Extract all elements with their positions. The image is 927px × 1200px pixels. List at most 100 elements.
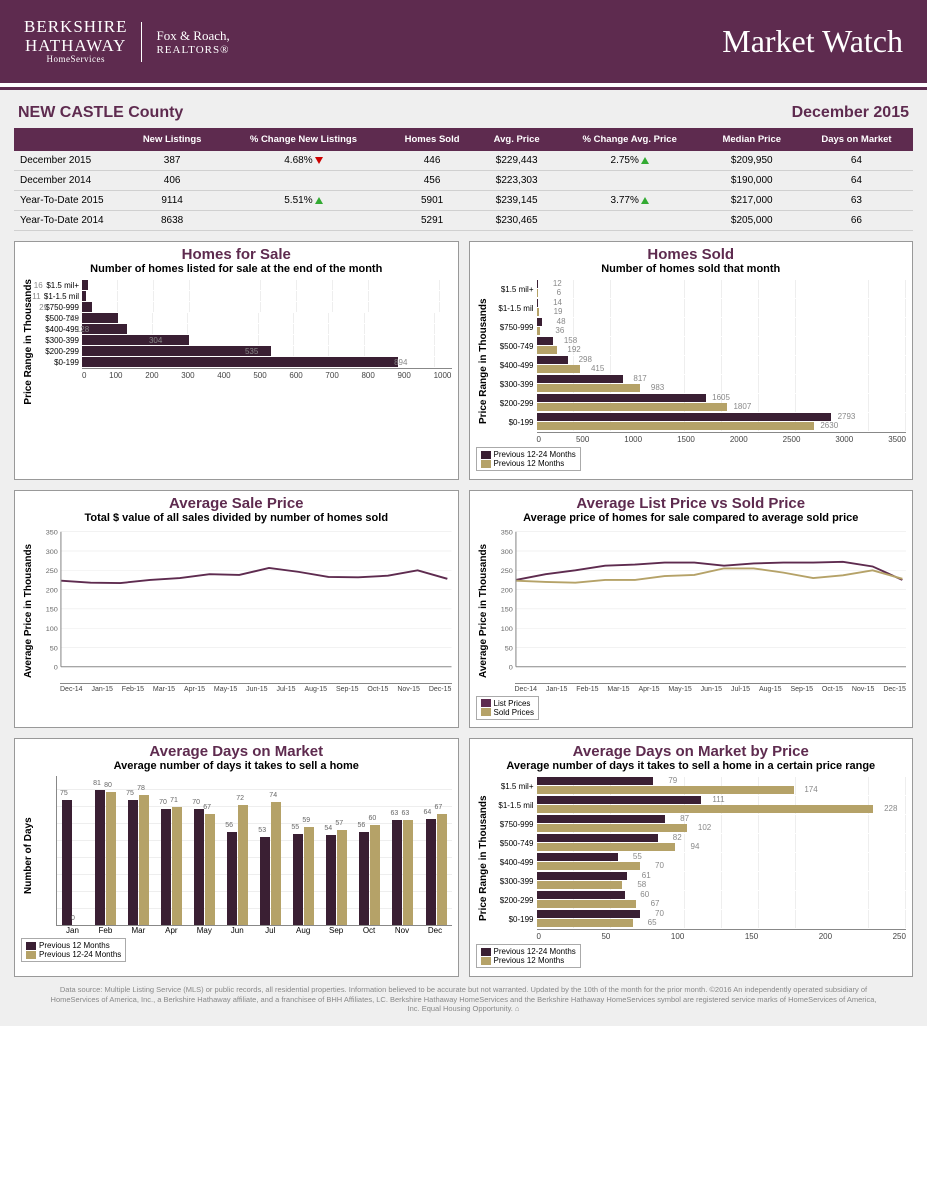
table-cell: $209,950 (704, 151, 800, 171)
svg-text:200: 200 (500, 587, 512, 594)
bar-row: $200-2996067 (491, 891, 907, 909)
bar-value: 29 (39, 303, 48, 312)
table-cell: 66 (800, 211, 913, 231)
bar-value: 102 (698, 823, 711, 832)
x-axis: 050100150200250 (537, 929, 907, 941)
chart-title: Average List Price vs Sold Price (476, 495, 907, 512)
page-title: Market Watch (722, 23, 903, 60)
bar-value: 87 (680, 814, 689, 823)
table-cell: 3.77% (556, 191, 704, 211)
brand-line3: HomeServices (24, 55, 127, 65)
banner: NEW CASTLE County December 2015 (14, 102, 913, 128)
svg-text:300: 300 (46, 549, 58, 556)
svg-text:300: 300 (500, 549, 512, 556)
svg-text:50: 50 (50, 645, 58, 652)
bar-fill-b: 2630 (537, 422, 815, 430)
bar-value: 82 (673, 833, 682, 842)
bar-row: $0-19970 65 (491, 910, 907, 928)
bar-value: 55 (633, 852, 642, 861)
brand-line2: HATHAWAY (24, 37, 127, 56)
bar-category: $1.5 mil+ (491, 285, 537, 294)
bar-group: 5660 (354, 825, 385, 925)
table-cell (556, 211, 704, 231)
bar-fill (82, 302, 92, 312)
brand-line1: BERKSHIRE (24, 18, 127, 37)
bar-value: 158 (564, 336, 577, 345)
legend: List Prices Sold Prices (476, 696, 539, 720)
table-header: Homes Sold (387, 128, 478, 151)
y-axis-label: Number of Days (21, 776, 36, 935)
table-cell (556, 171, 704, 191)
table-cell: 63 (800, 191, 913, 211)
table-cell: Year-To-Date 2014 (14, 211, 124, 231)
bar-row: $500-7498294 (491, 834, 907, 852)
bar-a: 56 (227, 832, 237, 925)
chart-title: Homes for Sale (21, 246, 452, 263)
bar-group: 5559 (288, 827, 319, 925)
brand-secondary: Fox & Roach, REALTORS® (156, 28, 229, 56)
table-cell: $205,000 (704, 211, 800, 231)
bar-fill-a: 2793 (537, 413, 832, 421)
bar-row: $750-9994836 (491, 318, 907, 336)
bar-value: 60 (640, 890, 649, 899)
bar-fill-b: 174 (537, 786, 794, 794)
bar-value: 36 (555, 326, 564, 335)
bar-a: 53 (260, 837, 270, 925)
table-cell: 2.75% (556, 151, 704, 171)
bar-fill-b: 102 (537, 824, 688, 832)
bar-value: 65 (648, 918, 657, 927)
bar-value: 94 (691, 842, 700, 851)
bar-category: $500-749 (491, 342, 537, 351)
arrow-down-icon (315, 157, 323, 164)
bar-group: 6363 (387, 820, 418, 925)
table-cell: 64 (800, 171, 913, 191)
chart-subtitle: Total $ value of all sales divided by nu… (21, 512, 452, 524)
table-cell: 4.68% (220, 151, 386, 171)
table-cell: 5901 (387, 191, 478, 211)
table-header: Days on Market (800, 128, 913, 151)
table-cell: 8638 (124, 211, 220, 231)
bar-value: 128 (76, 325, 89, 334)
brand2-line2: REALTORS® (156, 44, 229, 56)
bar-a: 64 (426, 819, 436, 926)
table-cell: 446 (387, 151, 478, 171)
bar-a: 81 (95, 790, 105, 925)
bar-value: 1807 (733, 402, 751, 411)
bar-category: $300-399 (491, 877, 537, 886)
table-header: % Change Avg. Price (556, 128, 704, 151)
svg-text:0: 0 (54, 665, 58, 672)
table-row: Year-To-Date 201591145.51%5901$239,1453.… (14, 191, 913, 211)
brand2-line1: Fox & Roach, (156, 28, 229, 44)
bar-fill-a: 60 (537, 891, 626, 899)
bar-category: $200-299 (36, 347, 82, 356)
chart-title: Average Sale Price (21, 495, 452, 512)
bar-fill-b: 415 (537, 365, 581, 373)
bar-category: $300-399 (36, 336, 82, 345)
brand-primary: BERKSHIRE HATHAWAY HomeServices (24, 18, 127, 65)
bar-category: $1-1.5 mil (491, 801, 537, 810)
bar-value: 103 (65, 314, 78, 323)
bar-value: 298 (579, 355, 592, 364)
bar-category: $0-199 (36, 358, 82, 367)
bar-b: 67 (437, 814, 447, 926)
bar-group: 5672 (222, 805, 253, 925)
bar-value: 11 (32, 292, 40, 301)
bar-value: 415 (591, 364, 604, 373)
table-row: Year-To-Date 201486385291$230,465$205,00… (14, 211, 913, 231)
bar-value: 16 (34, 281, 43, 290)
bar-fill (82, 335, 189, 345)
bar-fill-a: 70 (537, 910, 640, 918)
svg-text:250: 250 (46, 568, 58, 575)
bar-fill-a: 817 (537, 375, 623, 383)
table-cell: $217,000 (704, 191, 800, 211)
bar-a: 75 (62, 800, 72, 925)
table-cell: December 2015 (14, 151, 124, 171)
legend-label: Sold Prices (494, 708, 534, 717)
bar-fill-b: 70 (537, 862, 640, 870)
bar-category: $0-199 (491, 915, 537, 924)
bar-category: $750-999 (491, 323, 537, 332)
bar-fill (82, 280, 88, 290)
bar-value: 1605 (712, 393, 730, 402)
svg-text:50: 50 (504, 645, 512, 652)
charts-grid: Homes for Sale Number of homes listed fo… (14, 241, 913, 977)
